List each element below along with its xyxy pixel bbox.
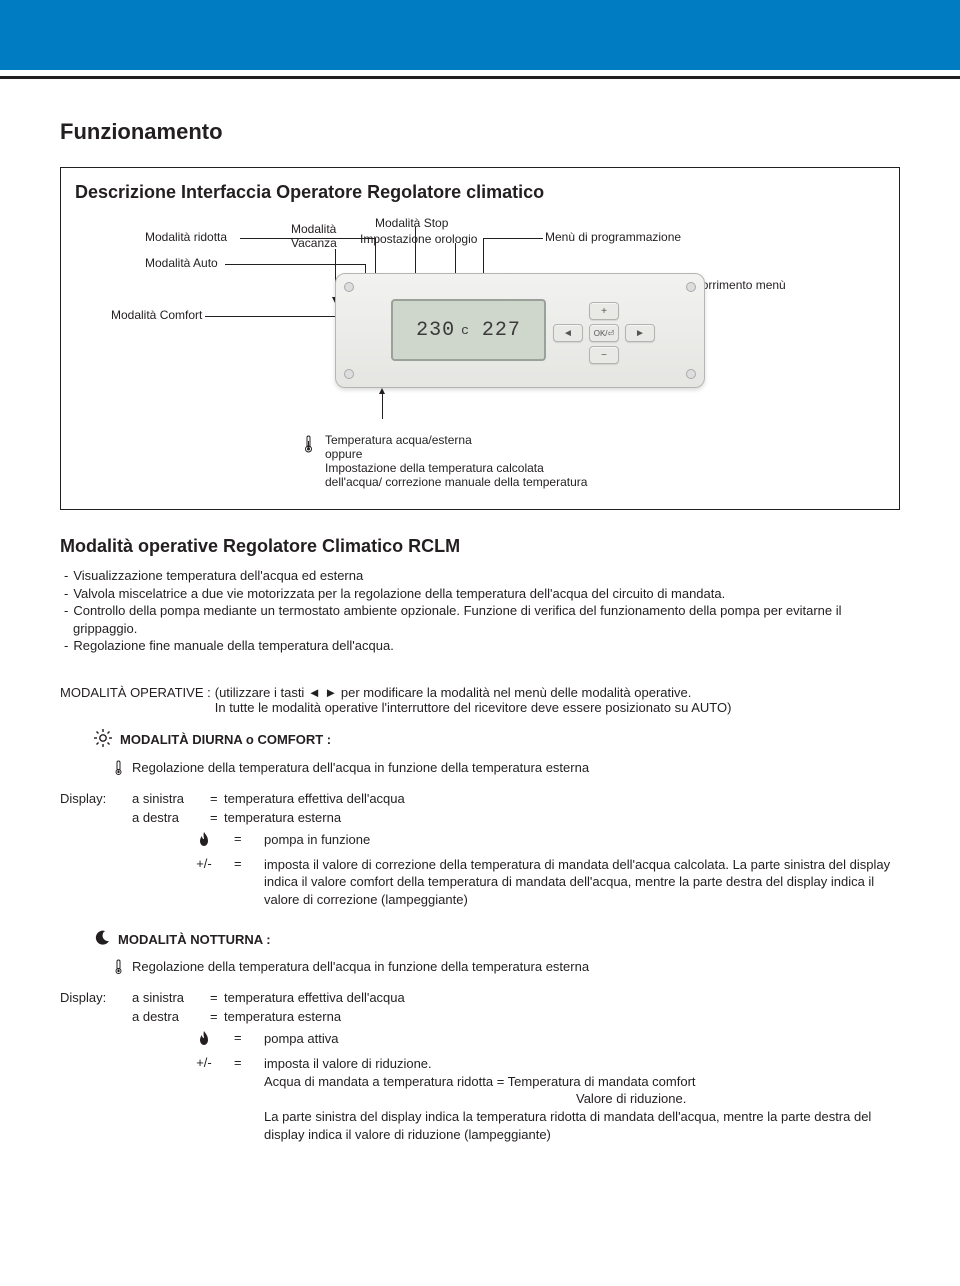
header-blue-band xyxy=(0,0,960,70)
display-right-lbl: a destra xyxy=(132,1009,210,1024)
page-content: Funzionamento Descrizione Interfaccia Op… xyxy=(0,79,960,1199)
screw-icon xyxy=(344,369,354,379)
thermometer-icon xyxy=(114,959,124,978)
pm-sym: +/- xyxy=(190,1055,218,1070)
day-display-table: Display: a sinistra = temperatura effett… xyxy=(60,791,900,825)
key-left[interactable]: ◄ xyxy=(553,324,583,342)
leader xyxy=(483,238,543,239)
temp-line: dell'acqua/ correzione manuale della tem… xyxy=(325,475,885,489)
day-reg-text: Regolazione della temperatura dell'acqua… xyxy=(132,760,589,775)
flame-icon xyxy=(197,1030,211,1049)
screw-icon xyxy=(686,282,696,292)
display-left-lbl: a sinistra xyxy=(132,791,210,806)
display-label: Display: xyxy=(60,990,132,1005)
display-left-lbl: a sinistra xyxy=(132,990,210,1005)
arrow-icon xyxy=(379,388,385,394)
bullet-item: Regolazione fine manuale della temperatu… xyxy=(64,637,900,655)
day-reg-line: Regolazione della temperatura dell'acqua… xyxy=(114,760,900,779)
lcd-unit: c xyxy=(461,323,470,338)
leader xyxy=(225,264,365,265)
bullet-item: Valvola miscelatrice a due vie motorizza… xyxy=(64,585,900,603)
screw-icon xyxy=(686,369,696,379)
lcd-left-value: 230 xyxy=(416,319,455,342)
pm-sym: +/- xyxy=(190,856,218,871)
night-flame-row: = pompa attiva xyxy=(190,1030,900,1049)
key-ok[interactable]: OK/⏎ xyxy=(589,324,619,342)
temp-note: Temperatura acqua/esterna oppure Imposta… xyxy=(325,433,885,489)
eq: = xyxy=(234,1030,248,1045)
key-minus[interactable]: − xyxy=(589,346,619,364)
day-pm-text: imposta il valore di correzione della te… xyxy=(264,856,900,909)
lcd-right-value: 227 xyxy=(482,319,521,342)
thermometer-icon xyxy=(303,435,315,456)
day-pm-row: +/- = imposta il valore di correzione de… xyxy=(190,856,900,909)
modes-title: Modalità operative Regolatore Climatico … xyxy=(60,536,900,557)
day-mode-title: MODALITÀ DIURNA o COMFORT : xyxy=(94,729,900,750)
leader xyxy=(382,393,383,419)
bullet-item: Visualizzazione temperatura dell'acqua e… xyxy=(64,567,900,585)
eq: = xyxy=(234,831,248,846)
eq: = xyxy=(234,1055,248,1070)
night-pm-l3: Valore di riduzione. xyxy=(576,1090,900,1108)
operating-modes: MODALITÀ OPERATIVE : (utilizzare i tasti… xyxy=(60,685,900,1143)
diagram-title: Descrizione Interfaccia Operatore Regola… xyxy=(75,182,885,203)
label-mod-stop: Modalità Stop xyxy=(375,217,448,231)
night-reg-text: Regolazione della temperatura dell'acqua… xyxy=(132,959,589,974)
display-right-lbl: a destra xyxy=(132,810,210,825)
label-mod-comfort: Modalità Comfort xyxy=(111,309,202,323)
key-right[interactable]: ► xyxy=(625,324,655,342)
display-right-val: temperatura esterna xyxy=(224,810,900,825)
display-left-val: temperatura effettiva dell'acqua xyxy=(224,791,900,806)
night-mode-title-text: MODALITÀ NOTTURNA : xyxy=(118,932,271,947)
day-flame-text: pompa in funzione xyxy=(264,831,900,849)
bullet-item: Controllo della pompa mediante un termos… xyxy=(64,602,900,637)
eq: = xyxy=(210,1009,224,1024)
display-right-val: temperatura esterna xyxy=(224,1009,900,1024)
night-pm-l1: imposta il valore di riduzione. xyxy=(264,1055,900,1073)
night-pm-l4: La parte sinistra del display indica la … xyxy=(264,1108,900,1143)
night-pm-row: +/- = imposta il valore di riduzione. Ac… xyxy=(190,1055,900,1143)
leader xyxy=(240,238,375,239)
day-mode-title-text: MODALITÀ DIURNA o COMFORT : xyxy=(120,732,331,747)
label-mod-auto: Modalità Auto xyxy=(145,257,218,271)
temp-line: Temperatura acqua/esterna xyxy=(325,433,885,447)
diagram-upper: Modalità ridotta Modalità Auto Modalità … xyxy=(75,213,885,423)
night-mode-title: MODALITÀ NOTTURNA : xyxy=(94,930,900,949)
eq: = xyxy=(210,810,224,825)
lcd-display: 230 c 227 xyxy=(391,299,546,361)
eq: = xyxy=(210,990,224,1005)
screw-icon xyxy=(344,282,354,292)
label-menu-prog: Menù di programmazione xyxy=(545,231,681,245)
flame-icon xyxy=(197,831,211,850)
moon-icon xyxy=(94,930,110,949)
night-flame-text: pompa attiva xyxy=(264,1030,900,1048)
night-pm-l2: Acqua di mandata a temperatura ridotta =… xyxy=(264,1073,900,1091)
night-reg-line: Regolazione della temperatura dell'acqua… xyxy=(114,959,900,978)
thermometer-icon xyxy=(114,760,124,779)
day-flame-row: = pompa in funzione xyxy=(190,831,900,850)
night-display-table: Display: a sinistra = temperatura effett… xyxy=(60,990,900,1024)
night-pm-text: imposta il valore di riduzione. Acqua di… xyxy=(264,1055,900,1143)
diagram-box: Descrizione Interfaccia Operatore Regola… xyxy=(60,167,900,510)
display-label: Display: xyxy=(60,791,132,806)
sun-icon xyxy=(94,729,112,750)
display-left-val: temperatura effettiva dell'acqua xyxy=(224,990,900,1005)
label-mod-ridotta: Modalità ridotta xyxy=(145,231,227,245)
label-mod-vacanza: Modalità Vacanza xyxy=(291,223,337,251)
diagram-lower: Temperatura acqua/esterna oppure Imposta… xyxy=(75,423,885,489)
keypad: + ◄ OK/⏎ ► − xyxy=(549,302,659,362)
modes-bullets: Visualizzazione temperatura dell'acqua e… xyxy=(60,567,900,655)
key-plus[interactable]: + xyxy=(589,302,619,320)
op-modes-desc: (utilizzare i tasti ◄ ► per modificare l… xyxy=(215,685,875,715)
temp-line: oppure xyxy=(325,447,885,461)
temp-line: Impostazione della temperatura calcolata xyxy=(325,461,885,475)
label-imp-orologio: Impostazione orologio xyxy=(360,233,477,247)
page-title: Funzionamento xyxy=(60,119,900,145)
device-illustration: ☼☾A✈⏻⏲ 230c 227 + ◄ OK/⏎ ► − xyxy=(335,273,705,388)
eq: = xyxy=(234,856,248,871)
leader xyxy=(205,316,355,317)
eq: = xyxy=(210,791,224,806)
op-modes-label: MODALITÀ OPERATIVE : xyxy=(60,685,211,700)
